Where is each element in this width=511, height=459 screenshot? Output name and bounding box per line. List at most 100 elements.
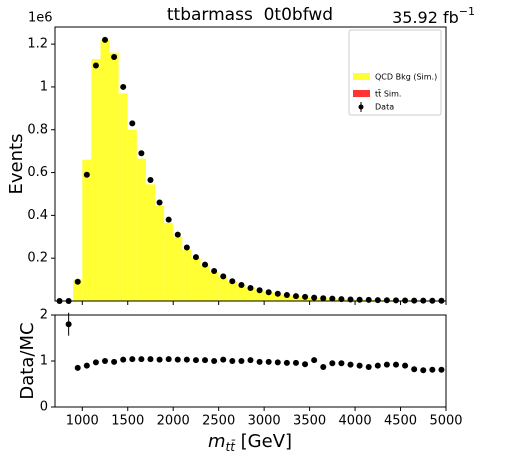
ratio-point xyxy=(347,361,354,368)
x-tick-label: 1000 xyxy=(66,414,99,429)
legend-label: tt̄ Sim. xyxy=(375,88,401,98)
data-point xyxy=(329,295,336,302)
histogram-bar xyxy=(236,284,246,301)
x-tick-label: 4500 xyxy=(384,414,417,429)
data-point xyxy=(365,296,372,303)
histogram-bar xyxy=(127,129,137,301)
x-tick-label: 3500 xyxy=(293,414,326,429)
ratio-point xyxy=(202,357,209,364)
data-point xyxy=(356,296,363,303)
ratio-point xyxy=(338,360,345,367)
histogram-bar xyxy=(200,265,210,301)
data-point xyxy=(147,177,154,184)
ratio-point xyxy=(165,356,172,363)
y-tick-label: 0.6 xyxy=(27,165,48,180)
data-point xyxy=(138,150,145,157)
data-point xyxy=(292,293,299,300)
histogram-bar xyxy=(255,290,265,301)
data-point xyxy=(320,295,327,302)
y-tick-label: 1.2 xyxy=(27,37,48,52)
data-point xyxy=(238,281,245,288)
y-axis-label: Events xyxy=(6,134,27,195)
data-point xyxy=(283,292,290,299)
legend-label: QCD Bkg (Sim.) xyxy=(375,73,437,82)
ratio-point xyxy=(211,358,218,364)
ratio-point xyxy=(174,356,181,363)
x-tick-label: 2000 xyxy=(157,414,190,429)
ratio-point xyxy=(229,358,236,364)
ratio-point xyxy=(383,361,390,368)
x-tick-label: 3000 xyxy=(248,414,281,429)
histogram-bar xyxy=(136,158,146,301)
data-point xyxy=(102,36,109,43)
ratio-point xyxy=(129,356,136,363)
data-point xyxy=(374,297,381,304)
data-point xyxy=(156,199,163,206)
ratio-point xyxy=(292,359,299,366)
y-tick-label: 2 xyxy=(40,308,48,323)
data-point xyxy=(265,289,272,296)
ratio-point xyxy=(420,367,427,374)
lumi-label: 35.92 fb−1 xyxy=(392,5,475,27)
histogram-bar xyxy=(100,39,110,301)
y-tick-label: 0.8 xyxy=(27,122,48,137)
ratio-point xyxy=(274,359,281,366)
x-label-unit: [GeV] xyxy=(235,431,292,452)
x-label-main: m xyxy=(208,431,226,452)
ratio-point xyxy=(429,366,436,373)
x-tick-label: 4000 xyxy=(339,414,372,429)
histogram-bar xyxy=(173,236,183,301)
y-tick-label: 1 xyxy=(40,79,48,94)
data-point xyxy=(392,297,399,304)
histogram-bar xyxy=(82,159,92,301)
x-tick-label: 1500 xyxy=(111,414,144,429)
ratio-point xyxy=(438,366,445,373)
histogram-bar xyxy=(245,288,256,301)
histogram-bar xyxy=(109,52,119,301)
ratio-point xyxy=(247,357,254,364)
data-point xyxy=(229,278,236,285)
ratio-point xyxy=(402,362,409,369)
ratio-point xyxy=(238,358,245,364)
ratio-point xyxy=(83,362,90,369)
data-point xyxy=(92,62,99,69)
data-point xyxy=(211,268,218,275)
ratio-point xyxy=(356,362,363,369)
data-point xyxy=(202,261,209,268)
chart-title: ttbarmass 0t0bfwd xyxy=(167,5,333,25)
data-point xyxy=(120,83,127,90)
offset-text: 1e6 xyxy=(28,11,53,26)
data-point xyxy=(302,293,309,300)
x-axis-label: mtt̄ [GeV] xyxy=(208,431,292,454)
x-tick-label: 2500 xyxy=(202,414,235,429)
data-point xyxy=(111,53,118,60)
ratio-point xyxy=(65,321,72,328)
legend-box xyxy=(348,29,442,116)
data-point xyxy=(220,273,227,280)
data-point xyxy=(74,278,81,285)
histogram-bar xyxy=(118,93,128,301)
data-point xyxy=(183,244,190,251)
ratio-point xyxy=(111,358,118,365)
legend-swatch xyxy=(353,90,370,97)
data-point xyxy=(192,254,199,261)
data-point xyxy=(247,284,254,291)
ratio-point xyxy=(183,356,190,363)
ratio-point xyxy=(138,356,145,363)
legend-label: Data xyxy=(375,103,394,112)
histogram-bar xyxy=(155,205,165,301)
ratio-point xyxy=(74,364,81,371)
ratio-point xyxy=(329,360,336,367)
ratio-point xyxy=(156,356,163,363)
data-point xyxy=(274,290,281,297)
ratio-point xyxy=(411,366,418,373)
histogram-bar xyxy=(164,222,174,301)
histogram-bar xyxy=(218,277,228,301)
y-tick-label: 1 xyxy=(40,354,48,369)
ratio-point xyxy=(192,357,199,364)
ratio-point xyxy=(365,363,372,370)
histogram-bar xyxy=(209,272,219,301)
histogram-bar xyxy=(73,279,83,301)
y-tick-label: 0.2 xyxy=(27,251,48,266)
